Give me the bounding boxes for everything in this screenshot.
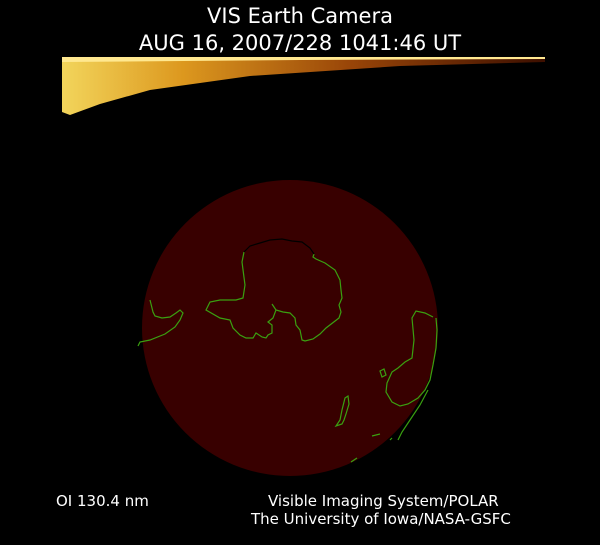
wavelength-label: OI 130.4 nm bbox=[56, 492, 149, 510]
antarctica-coastline bbox=[205, 251, 343, 342]
south-america-coastline bbox=[137, 299, 184, 347]
image-title: VIS Earth Camera bbox=[207, 4, 393, 28]
credit-line-2: The University of Iowa/NASA-GSFC bbox=[251, 510, 511, 528]
image-timestamp: AUG 16, 2007/228 1041:46 UT bbox=[138, 31, 462, 55]
credit-line-1: Visible Imaging System/POLAR bbox=[268, 492, 499, 510]
island-coastline bbox=[350, 433, 393, 463]
australia-coastline bbox=[385, 310, 438, 407]
antarctica-coastline-dark bbox=[243, 238, 315, 255]
coastlines bbox=[137, 238, 438, 463]
tasmania-coastline bbox=[334, 394, 350, 428]
island-coastline bbox=[379, 368, 387, 378]
earth-disk-circle bbox=[142, 180, 438, 476]
new-zealand-coastline bbox=[397, 389, 429, 441]
